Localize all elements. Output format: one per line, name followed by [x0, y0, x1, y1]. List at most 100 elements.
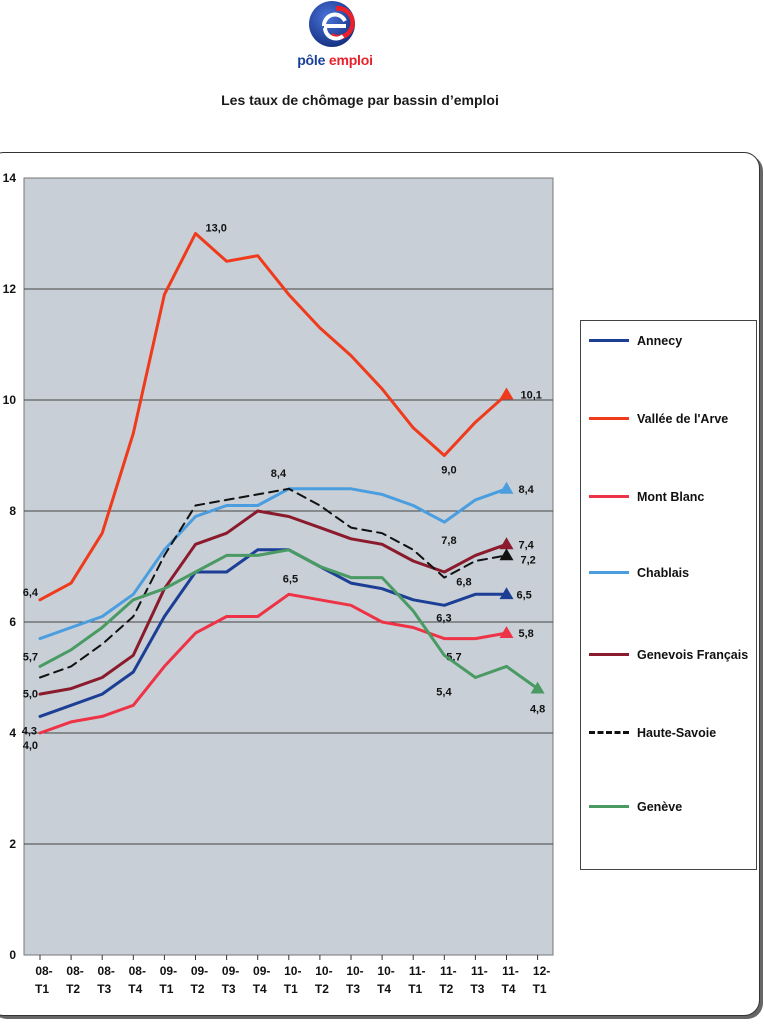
data-label: 5,8 [519, 628, 534, 640]
legend-item-chablais: Chablais [589, 565, 749, 581]
data-label: 7,2 [521, 554, 536, 566]
y-tick-label: 6 [9, 615, 16, 629]
data-label: 5,7 [23, 652, 38, 664]
end-marker-vall-e-de-l-arve [499, 387, 514, 400]
y-tick-label: 14 [3, 171, 17, 185]
data-label: 4,8 [530, 704, 545, 716]
y-tick-label: 10 [3, 393, 17, 407]
series-line-gen-ve [38, 548, 540, 691]
data-label: 8,4 [271, 468, 287, 480]
x-tick-label: 09- [191, 964, 208, 978]
end-marker-haute-savoie [499, 548, 514, 561]
series-line-annecy [38, 548, 508, 718]
x-tick-label: 08- [66, 964, 83, 978]
legend-swatch [589, 333, 629, 347]
legend-item-gen-ve: Genève [589, 799, 749, 815]
logo-text-pole: pôle [297, 52, 326, 68]
legend-label: Haute-Savoie [637, 726, 717, 740]
page-title: Les taux de chômage par bassin d’emploi [221, 92, 499, 108]
y-tick-label: 2 [9, 837, 16, 851]
data-label: 6,5 [517, 589, 532, 601]
data-label: 6,5 [283, 573, 298, 585]
x-tick-label: 11- [502, 964, 519, 978]
data-label: 10,1 [521, 389, 542, 401]
y-tick-label: 4 [9, 726, 16, 740]
logo-text-emploi: emploi [328, 52, 373, 68]
x-tick-label: 10- [315, 964, 332, 978]
data-label: 9,0 [441, 465, 456, 477]
data-label: 5,4 [436, 686, 452, 698]
end-marker-genevois-fran-ais [499, 537, 514, 550]
series-line-genevois-fran-ais [38, 509, 508, 696]
pole-emploi-logo: pôle emploi [280, 0, 390, 80]
legend-swatch [589, 725, 629, 739]
legend-label: Genève [637, 800, 683, 814]
y-tick-label: 0 [9, 948, 16, 962]
data-label: 6,8 [456, 577, 471, 589]
x-tick-label: T3 [97, 982, 111, 996]
chart-legend: Annecy Vallée de l'Arve Mont Blanc Chablais… [580, 320, 757, 870]
x-tick-label: T2 [439, 982, 453, 996]
legend-label: Mont Blanc [637, 490, 705, 504]
series-line-haute-savoie [39, 487, 508, 679]
end-marker-mont-blanc [499, 626, 514, 638]
x-tick-label: 12- [533, 964, 550, 978]
x-tick-label: T3 [470, 982, 484, 996]
x-tick-label: 09- [222, 964, 239, 978]
data-label: 6,4 [23, 587, 39, 599]
end-marker-annecy [499, 587, 514, 600]
legend-item-vall-e-de-l-arve: Vallée de l'Arve [589, 411, 749, 427]
series-line-vall-e-de-l-arve [38, 232, 508, 602]
x-tick-label: T2 [190, 982, 204, 996]
legend-item-annecy: Annecy [589, 333, 749, 349]
y-tick-label: 8 [9, 504, 16, 518]
data-label: 8,4 [519, 484, 535, 496]
data-label: 4,0 [23, 740, 38, 752]
legend-label: Vallée de l'Arve [637, 412, 729, 426]
x-tick-label: T4 [377, 982, 391, 996]
data-label: 7,4 [519, 539, 535, 551]
x-tick-label: T2 [66, 982, 80, 996]
x-tick-label: 11- [471, 964, 488, 978]
x-tick-label: T3 [222, 982, 236, 996]
legend-label: Annecy [637, 334, 683, 348]
logo-globe-icon [309, 1, 355, 47]
data-label: 4,3 [22, 725, 37, 737]
x-tick-label: T1 [284, 982, 298, 996]
x-tick-label: T4 [253, 982, 267, 996]
logo-text: pôle emploi [280, 52, 390, 68]
x-tick-label: T1 [159, 982, 173, 996]
legend-swatch [589, 489, 629, 503]
legend-label: Genevois Français [637, 648, 749, 662]
x-tick-label: 08- [129, 964, 146, 978]
x-tick-label: 08- [35, 964, 52, 978]
x-tick-label: T2 [315, 982, 329, 996]
x-tick-label: T4 [128, 982, 142, 996]
legend-swatch [589, 565, 629, 579]
legend-item-mont-blanc: Mont Blanc [589, 489, 749, 505]
x-tick-label: T1 [408, 982, 422, 996]
legend-swatch [589, 411, 629, 425]
x-tick-label: T4 [501, 982, 515, 996]
data-label: 13,0 [206, 223, 227, 235]
x-tick-label: 10- [346, 964, 363, 978]
y-tick-label: 12 [3, 282, 17, 296]
legend-swatch [589, 799, 629, 813]
x-tick-label: T1 [35, 982, 49, 996]
data-label: 6,3 [436, 612, 451, 624]
end-marker-chablais [499, 481, 514, 494]
series-line-chablais [38, 487, 508, 641]
x-tick-label: 10- [284, 964, 301, 978]
x-tick-label: 08- [98, 964, 115, 978]
x-tick-label: 10- [377, 964, 394, 978]
legend-label: Chablais [637, 566, 690, 580]
x-tick-label: 09- [253, 964, 270, 978]
legend-item-genevois-fran-ais: Genevois Français [589, 647, 749, 663]
x-tick-label: T3 [346, 982, 360, 996]
x-tick-label: T1 [533, 982, 547, 996]
data-label: 7,8 [441, 535, 456, 547]
x-tick-label: 11- [440, 964, 457, 978]
legend-swatch [589, 647, 629, 661]
legend-item-haute-savoie: Haute-Savoie [589, 725, 749, 741]
